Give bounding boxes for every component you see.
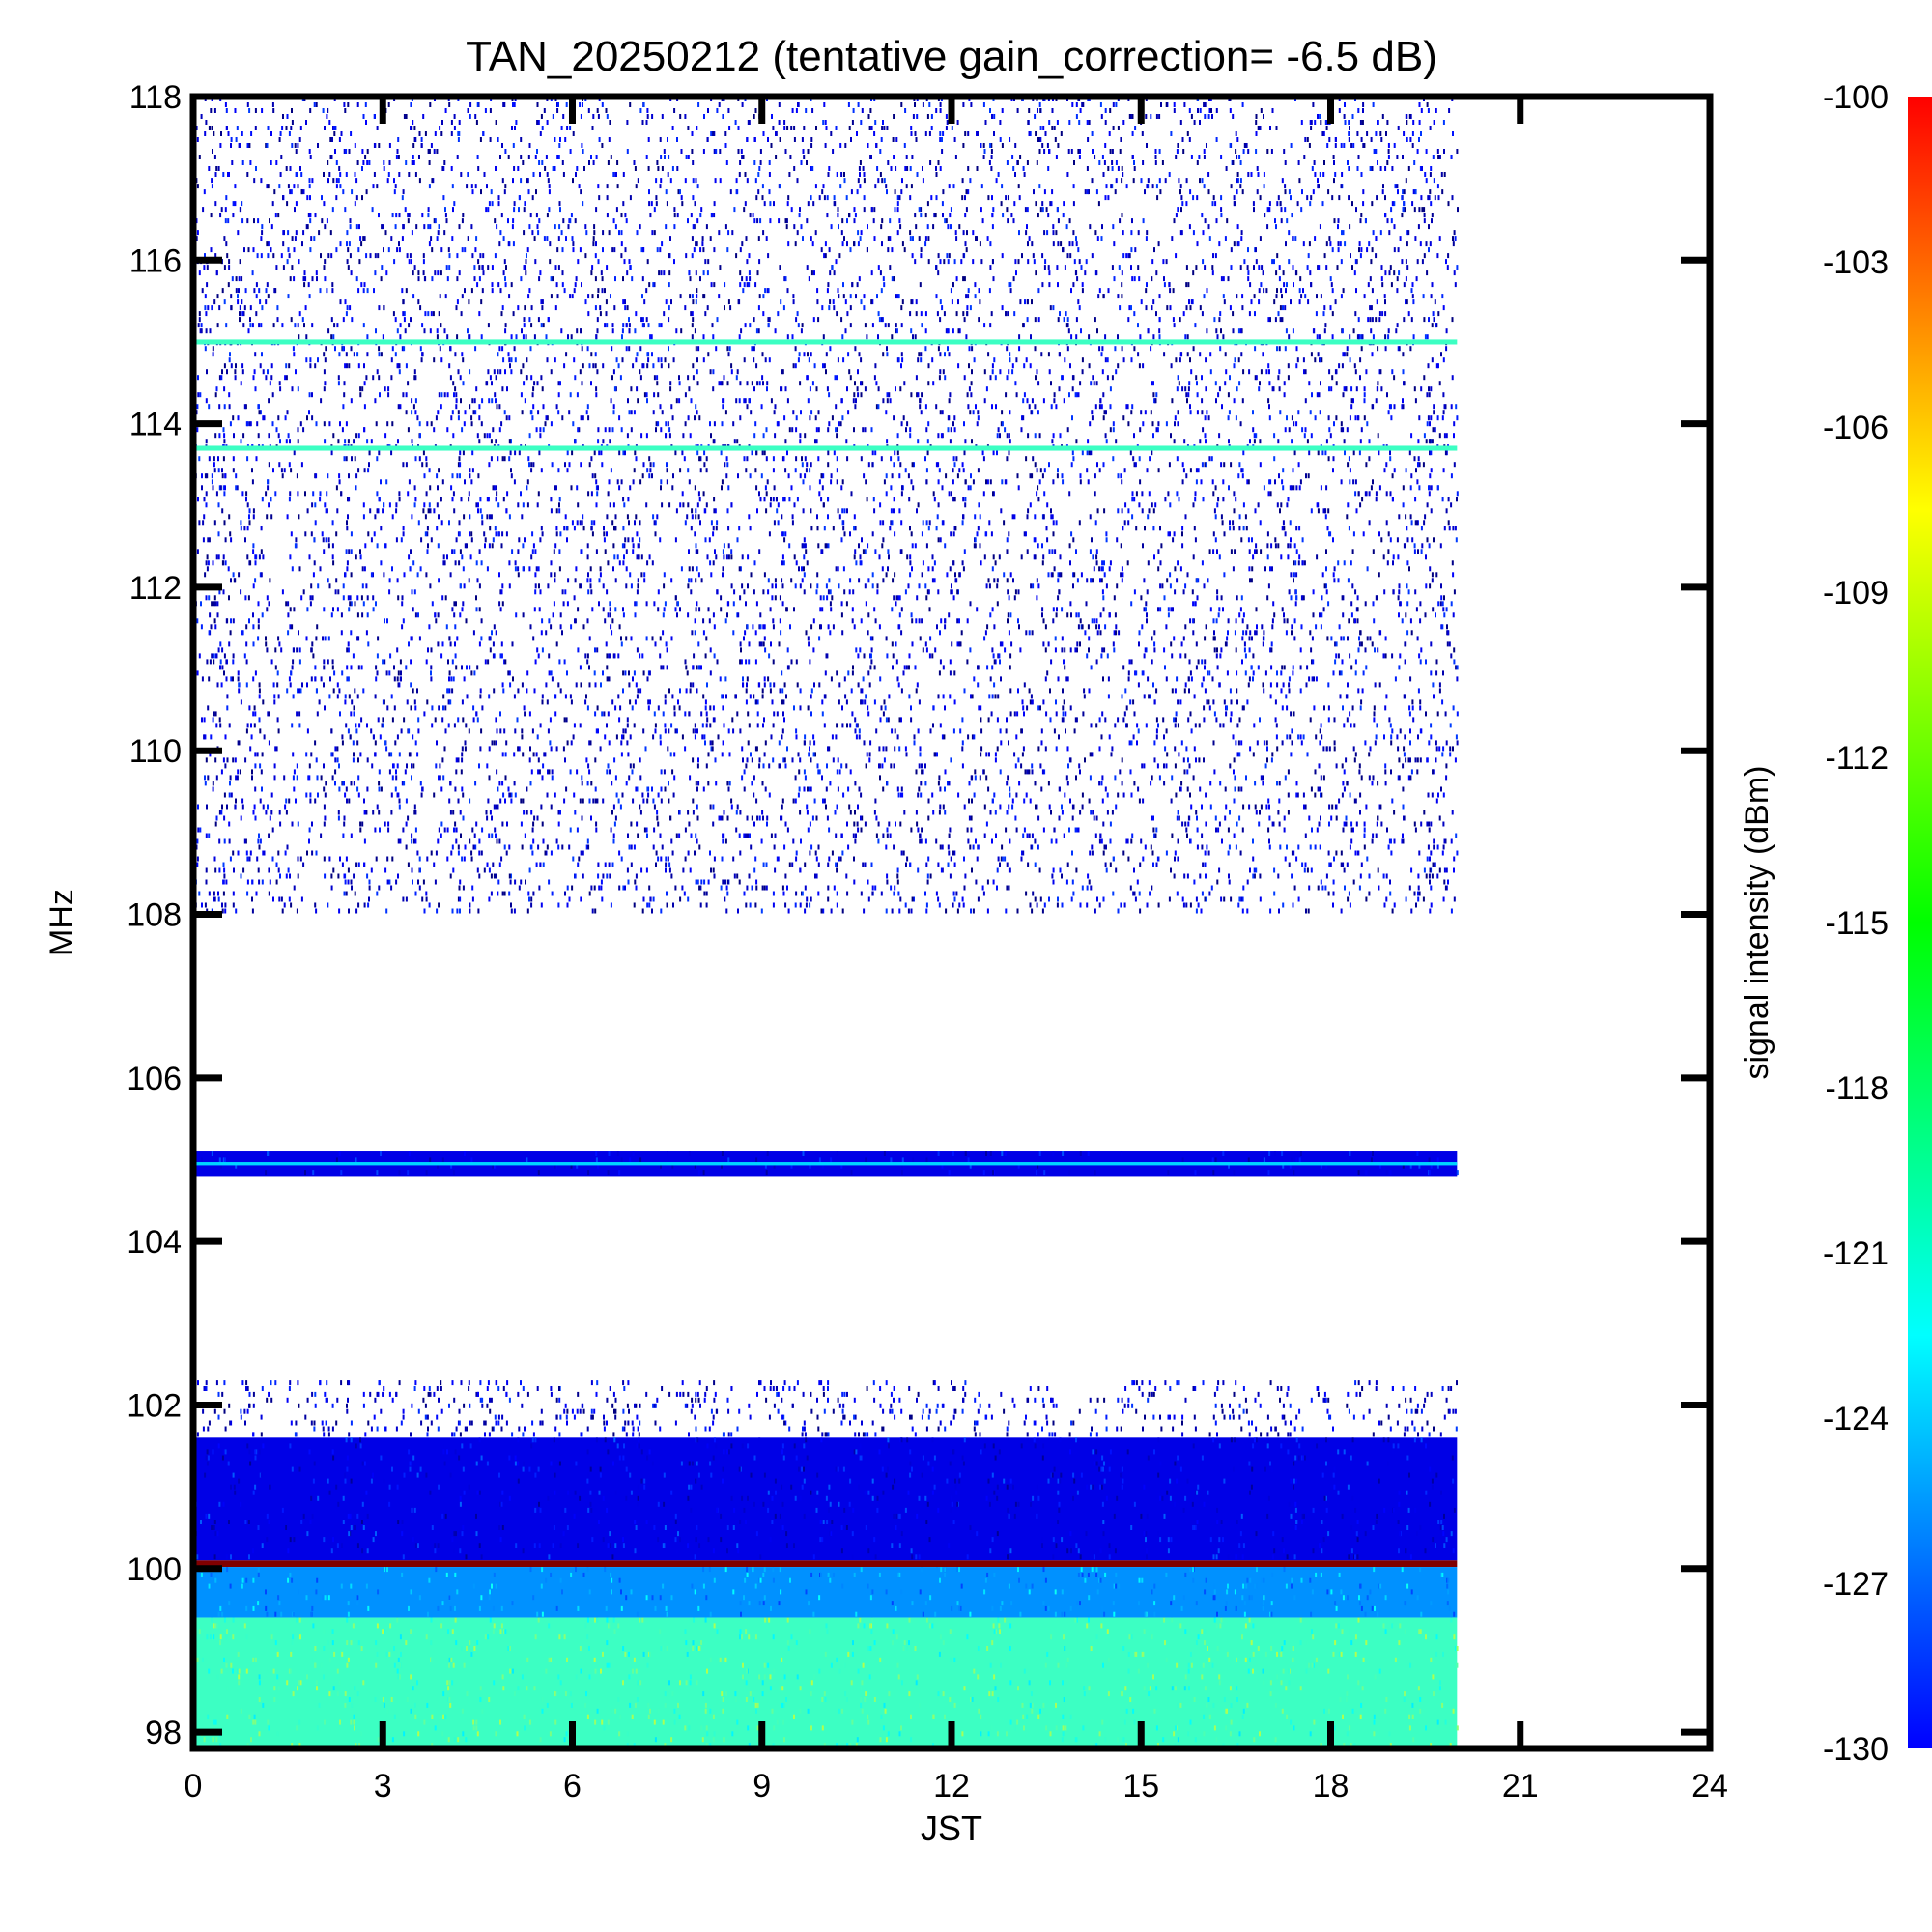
colorbar-ticks: -100 -103 -106 -109 -112 -115 -118 -121 -124 -127… [1823,79,1889,1768]
heatmap-band [193,1617,1459,1748]
x-tick-label: 6 [563,1768,582,1804]
y-tick-label: 100 [127,1551,182,1588]
y-tick-label: 116 [129,242,182,279]
colorbar-tick-label: -130 [1823,1731,1889,1768]
heatmap-band [193,339,1458,345]
x-tick-label: 3 [374,1768,392,1804]
y-tick-label: 110 [129,733,182,770]
heatmap-band [193,445,1458,451]
heatmap-band [193,1380,1458,1437]
colorbar-tick-label: -106 [1823,410,1889,446]
y-tick-label: 112 [129,570,182,607]
y-tick-label: 118 [129,79,182,116]
x-axis-ticks: 0 3 6 9 12 15 18 21 24 [185,97,1728,1804]
colorbar-tick-label: -121 [1823,1236,1889,1272]
x-tick-label: 9 [753,1768,771,1804]
y-tick-label: 98 [145,1715,182,1751]
x-tick-label: 15 [1122,1768,1159,1804]
heatmap-band [193,1162,1458,1166]
colorbar-label: signal intensity (dBm) [1739,765,1776,1079]
colorbar-tick-label: -103 [1823,244,1889,281]
colorbar [1908,97,1932,1748]
colorbar-tick-label: -118 [1825,1070,1889,1107]
x-tick-label: 24 [1691,1768,1728,1804]
y-axis-ticks: 98 100 102 104 106 108 110 112 114 116 118 [127,79,1710,1751]
heatmap-band [193,97,1459,914]
y-tick-label: 106 [127,1061,182,1097]
heatmap-band [193,1560,1458,1568]
colorbar-tick-label: -109 [1823,575,1889,611]
colorbar-tick-label: -100 [1823,79,1889,116]
colorbar-tick-label: -124 [1823,1401,1889,1437]
y-tick-label: 114 [129,407,182,443]
colorbar-tick-label: -115 [1825,905,1889,942]
x-axis-label: JST [921,1808,982,1848]
y-tick-label: 104 [127,1224,182,1261]
y-tick-label: 102 [127,1387,182,1424]
heatmap-band [193,1567,1458,1618]
colorbar-tick-label: -127 [1823,1566,1889,1603]
x-tick-label: 12 [933,1768,970,1804]
x-tick-label: 0 [185,1768,203,1804]
heatmap-band [193,1437,1458,1561]
heatmap-area [193,97,1459,1748]
x-tick-label: 18 [1313,1768,1350,1804]
x-tick-label: 21 [1502,1768,1539,1804]
y-axis-label: MHz [43,889,80,956]
y-tick-label: 108 [127,897,182,934]
colorbar-tick-label: -112 [1825,740,1889,777]
chart-title: TAN_20250212 (tentative gain_correction=… [466,33,1437,80]
